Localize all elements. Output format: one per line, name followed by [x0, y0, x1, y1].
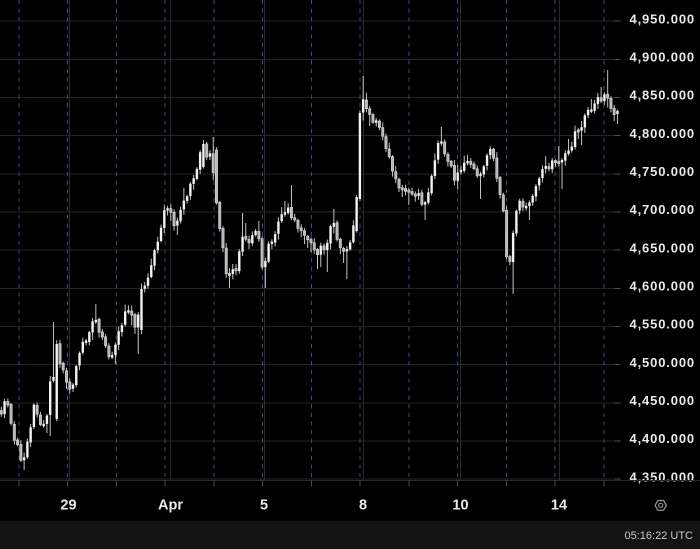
svg-text:4,450.000: 4,450.000 [630, 393, 695, 408]
svg-text:4,950.000: 4,950.000 [630, 11, 695, 26]
svg-text:5: 5 [260, 497, 268, 513]
svg-text:8: 8 [359, 497, 367, 513]
svg-text:29: 29 [60, 497, 76, 513]
svg-text:14: 14 [551, 497, 567, 513]
svg-text:4,700.000: 4,700.000 [630, 202, 695, 217]
svg-text:4,500.000: 4,500.000 [630, 355, 695, 370]
svg-text:4,400.000: 4,400.000 [630, 431, 695, 446]
svg-text:4,750.000: 4,750.000 [630, 164, 695, 179]
svg-text:10: 10 [452, 497, 468, 513]
svg-text:4,350.000: 4,350.000 [630, 469, 695, 484]
svg-text:Apr: Apr [158, 497, 183, 513]
svg-text:4,650.000: 4,650.000 [630, 240, 695, 255]
svg-text:05:16:22 UTC: 05:16:22 UTC [625, 530, 694, 542]
svg-text:4,850.000: 4,850.000 [630, 88, 695, 103]
svg-text:4,550.000: 4,550.000 [630, 317, 695, 332]
svg-text:4,800.000: 4,800.000 [630, 126, 695, 141]
svg-text:4,600.000: 4,600.000 [630, 279, 695, 294]
svg-text:4,900.000: 4,900.000 [630, 50, 695, 65]
